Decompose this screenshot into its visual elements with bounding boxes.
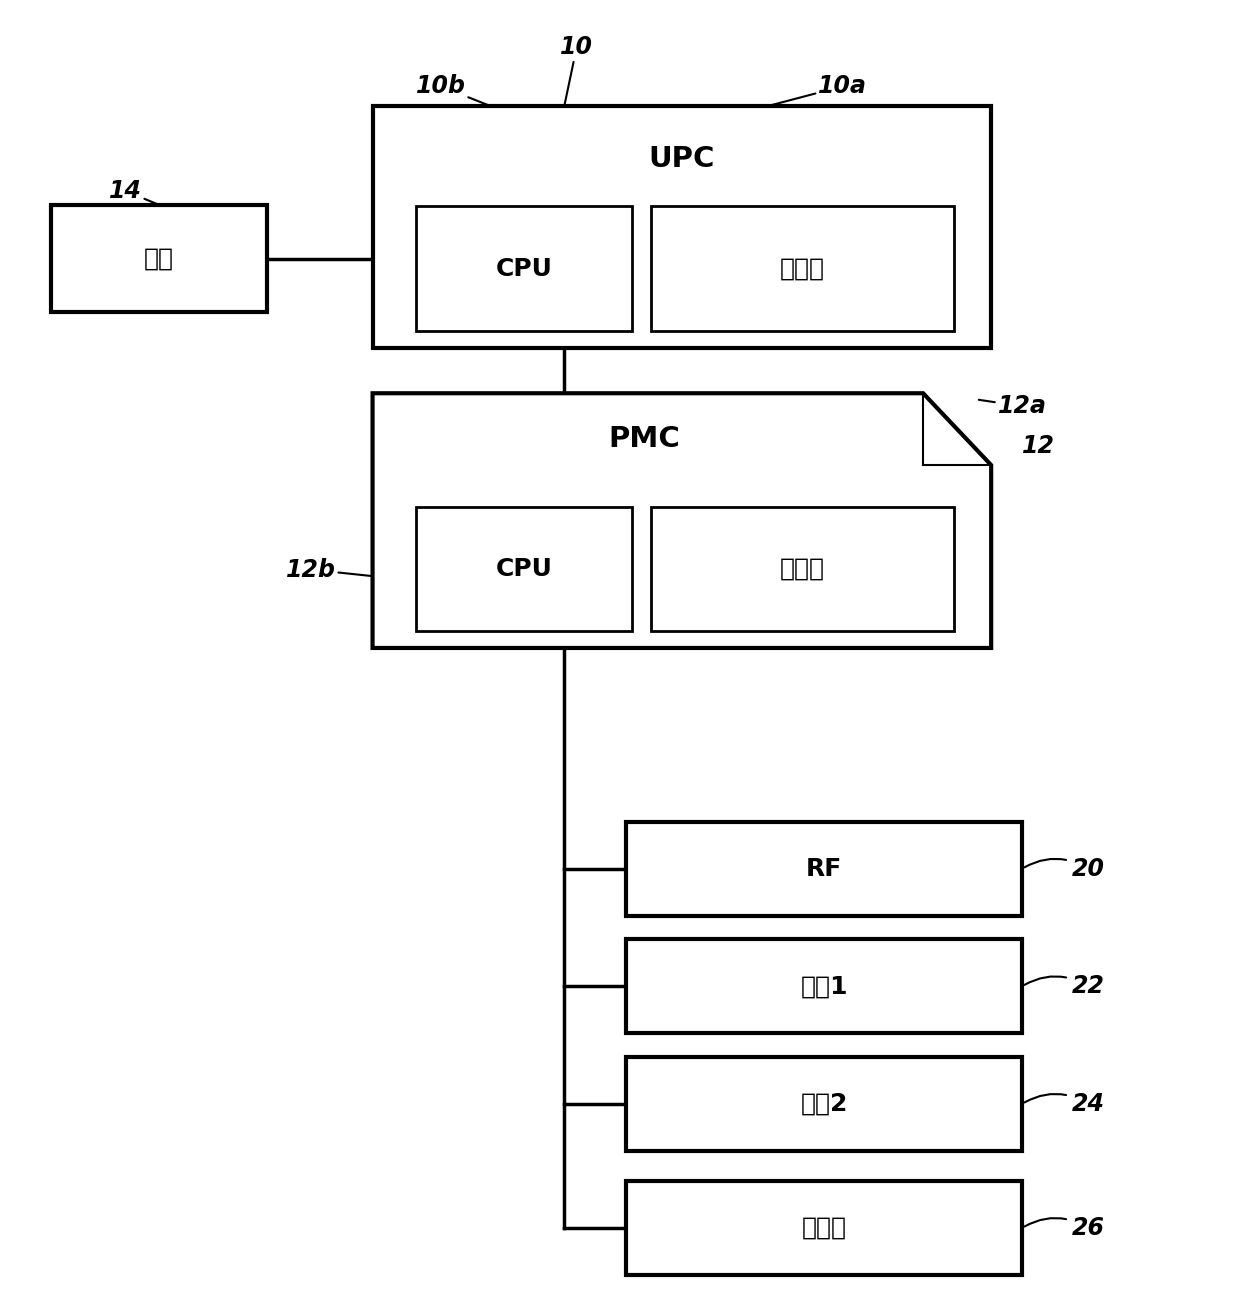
Bar bbox=[372, 106, 991, 347]
Text: 24: 24 bbox=[1024, 1092, 1105, 1115]
Text: 10: 10 bbox=[560, 35, 593, 106]
Text: PMC: PMC bbox=[609, 425, 681, 453]
Text: 26: 26 bbox=[1024, 1216, 1105, 1240]
Bar bbox=[415, 207, 632, 331]
Text: 10a: 10a bbox=[769, 75, 867, 106]
Text: 主机: 主机 bbox=[144, 246, 174, 271]
Bar bbox=[651, 507, 954, 631]
Bar bbox=[415, 507, 632, 631]
Text: 12a: 12a bbox=[978, 394, 1047, 419]
Bar bbox=[626, 940, 1022, 1033]
Text: 22: 22 bbox=[1024, 974, 1105, 999]
Text: 气体1: 气体1 bbox=[800, 974, 848, 999]
Bar bbox=[626, 1181, 1022, 1275]
Bar bbox=[626, 822, 1022, 916]
Text: 12: 12 bbox=[1022, 433, 1055, 458]
Bar bbox=[51, 206, 268, 313]
Text: RF: RF bbox=[806, 856, 842, 881]
Polygon shape bbox=[372, 393, 991, 648]
Text: 14: 14 bbox=[109, 179, 160, 206]
Bar bbox=[651, 207, 954, 331]
Text: UPC: UPC bbox=[649, 145, 715, 173]
Text: CPU: CPU bbox=[496, 556, 553, 581]
Text: 气体2: 气体2 bbox=[801, 1092, 848, 1115]
Text: CPU: CPU bbox=[496, 257, 553, 280]
Text: 10b: 10b bbox=[415, 75, 490, 106]
Text: 存储器: 存储器 bbox=[780, 556, 825, 581]
Bar bbox=[626, 1056, 1022, 1151]
Text: 加热器: 加热器 bbox=[801, 1216, 847, 1240]
Text: 20: 20 bbox=[1024, 856, 1105, 881]
Text: 12b: 12b bbox=[285, 558, 372, 581]
Text: 存储器: 存储器 bbox=[780, 257, 825, 280]
